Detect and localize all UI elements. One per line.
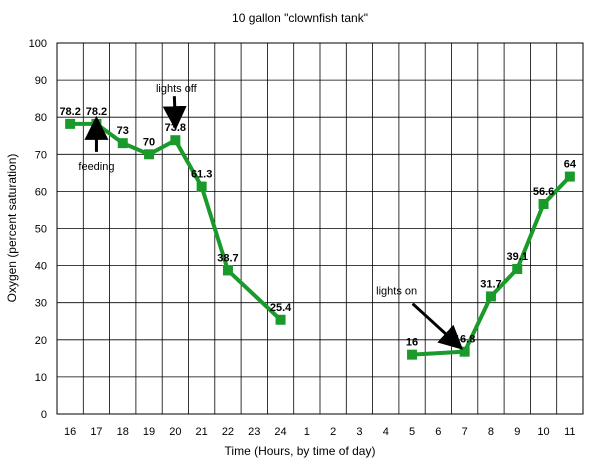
data-point xyxy=(196,181,207,192)
y-tick-label: 50 xyxy=(35,224,47,236)
x-tick-label: 3 xyxy=(356,426,362,438)
annotations: feeding lights off lights on xyxy=(78,83,464,350)
data-point xyxy=(65,118,76,129)
data-label: 38.7 xyxy=(217,252,238,264)
data-label: 70 xyxy=(143,136,155,148)
data-point xyxy=(564,171,575,182)
y-tick-label: 10 xyxy=(35,372,47,384)
x-tick-label: 1 xyxy=(304,426,310,438)
data-point xyxy=(407,349,418,360)
data-label: 78.2 xyxy=(86,106,107,118)
y-tick-label: 0 xyxy=(41,409,47,421)
chart-title: 10 gallon "clownfish tank" xyxy=(232,11,368,25)
y-tick-label: 30 xyxy=(35,298,47,310)
y-tick-label: 80 xyxy=(35,112,47,124)
data-label: 31.7 xyxy=(480,278,501,290)
x-tick-label: 7 xyxy=(462,426,468,438)
x-tick-label: 8 xyxy=(488,426,494,438)
data-point xyxy=(117,138,128,149)
x-tick-label: 5 xyxy=(409,426,415,438)
y-tick-label: 70 xyxy=(35,149,47,161)
x-tick-label: 10 xyxy=(537,426,549,438)
data-point xyxy=(485,291,496,302)
x-tick-label: 17 xyxy=(90,426,102,438)
x-axis-label: Time (Hours, by time of day) xyxy=(225,444,376,458)
y-axis: 0 10 20 30 40 50 60 70 80 90 100 xyxy=(29,38,47,421)
data-point xyxy=(170,135,181,146)
y-tick-label: 90 xyxy=(35,75,47,87)
x-tick-label: 23 xyxy=(248,426,260,438)
y-tick-label: 60 xyxy=(35,186,47,198)
y-tick-label: 20 xyxy=(35,335,47,347)
grid xyxy=(57,42,583,415)
data-label: 64 xyxy=(564,159,577,171)
annotation-label: lights off xyxy=(156,83,198,95)
data-label: 56.6 xyxy=(533,186,554,198)
x-axis: 16 17 18 19 20 21 22 23 24 1 2 3 4 5 6 7 8 9 10 11 xyxy=(64,426,576,438)
data-point xyxy=(222,265,233,276)
x-tick-label: 11 xyxy=(564,426,575,438)
x-tick-label: 21 xyxy=(196,426,208,438)
x-tick-label: 9 xyxy=(514,426,520,438)
annotation-label: lights on xyxy=(376,286,417,298)
data-point xyxy=(275,314,286,325)
x-tick-label: 24 xyxy=(274,426,286,438)
annotation-label: feeding xyxy=(78,161,114,173)
data-point xyxy=(459,346,470,357)
data-label: 25.4 xyxy=(270,302,292,314)
x-tick-label: 19 xyxy=(143,426,155,438)
x-tick-label: 16 xyxy=(64,426,76,438)
data-point xyxy=(144,149,155,160)
data-label: 16 xyxy=(406,337,418,349)
annotation-arrow xyxy=(162,96,187,131)
data-label: 39.1 xyxy=(507,251,528,263)
data-label: 78.2 xyxy=(59,106,80,118)
x-tick-label: 18 xyxy=(117,426,129,438)
series-line xyxy=(70,121,282,322)
y-axis-label: Oxygen (percent saturation) xyxy=(5,154,19,303)
y-tick-label: 100 xyxy=(29,38,47,50)
data-label: 61.3 xyxy=(191,169,212,181)
x-tick-label: 22 xyxy=(222,426,234,438)
annotation-arrow xyxy=(411,302,464,350)
x-tick-label: 20 xyxy=(169,426,181,438)
x-tick-label: 2 xyxy=(330,426,336,438)
x-tick-label: 6 xyxy=(435,426,441,438)
y-tick-label: 40 xyxy=(35,261,47,273)
data-label: 73 xyxy=(117,125,129,137)
x-tick-label: 4 xyxy=(383,426,389,438)
data-point xyxy=(512,263,523,274)
plot-border xyxy=(56,42,584,415)
data-point xyxy=(538,199,549,210)
